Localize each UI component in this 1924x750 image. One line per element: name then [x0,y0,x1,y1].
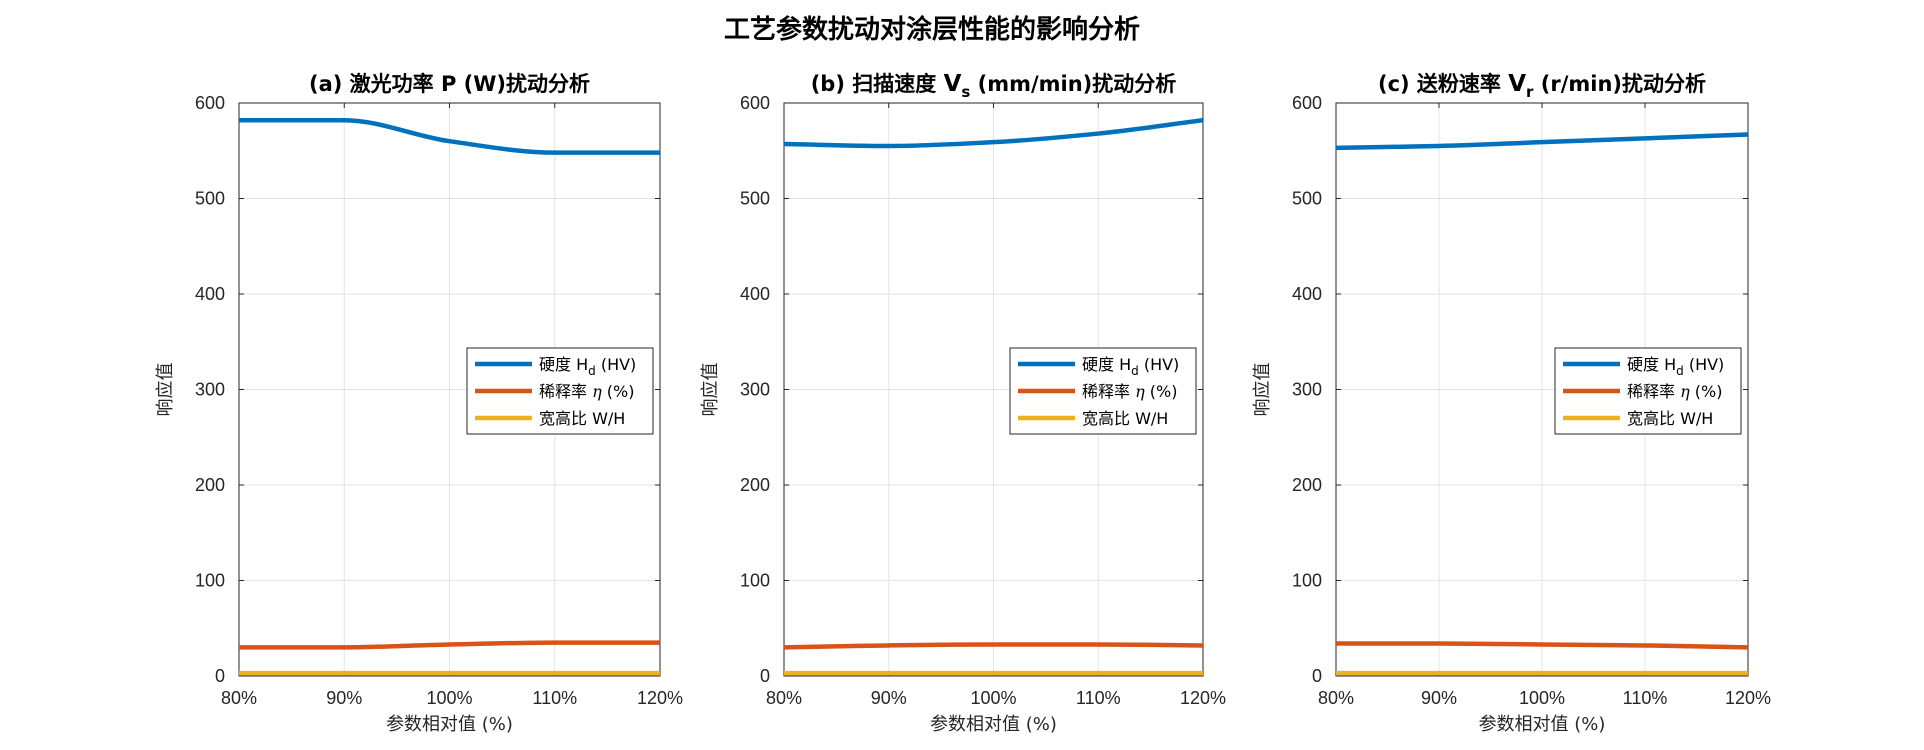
y-tick-label: 600 [195,93,225,113]
x-tick-label: 80% [1318,688,1354,708]
legend-label-dilution: 稀释率 η (%) [1082,382,1177,401]
figure-title: 工艺参数扰动对涂层性能的影响分析 [724,14,1140,45]
y-tick-label: 0 [1312,666,1322,686]
panel-title: (c) 送粉速率 Vr (r/min)扰动分析 [1378,71,1706,101]
legend-label-hardness: 硬度 Hd (HV) [1627,355,1724,378]
x-tick-label: 110% [1623,688,1668,708]
x-tick-label: 120% [1725,688,1771,708]
legend: 硬度 Hd (HV) 稀释率 η (%) 宽高比 W/H [1009,347,1197,435]
panel-a: 80% 90% 100% 110% 120% 0 100 200 300 400 500 600 参数相… [155,72,683,735]
y-tick-label: 300 [1292,380,1322,400]
legend-label-wh-ratio: 宽高比 W/H [539,409,625,428]
x-tick-label: 100% [1519,688,1565,708]
x-tick-label: 90% [326,688,362,708]
x-tick-label: 110% [1076,688,1121,708]
y-tick-label: 300 [195,380,225,400]
y-tick-label: 100 [1292,571,1322,591]
series-line-dilution [239,640,660,650]
panel-c: 80% 90% 100% 110% 120% 0 100 200 300 400 500 600 参数相… [1252,71,1771,735]
x-tick-label: 110% [532,688,577,708]
x-tick-label: 90% [871,688,907,708]
legend-label-hardness: 硬度 Hd (HV) [539,355,636,378]
x-axis-label: 参数相对值 (%) [930,714,1057,735]
y-tick-label: 600 [1292,93,1322,113]
legend: 硬度 Hd (HV) 稀释率 η (%) 宽高比 W/H [1554,347,1742,435]
y-tick-label: 400 [740,284,770,304]
y-tick-label: 0 [215,666,225,686]
x-tick-label: 80% [766,688,802,708]
series-line-hardness [783,117,1204,149]
legend-label-dilution: 稀释率 η (%) [539,382,634,401]
series-line-hardness [1335,132,1749,151]
y-tick-label: 100 [195,571,225,591]
y-tick-label: 400 [195,284,225,304]
y-axis-label: 响应值 [155,363,176,417]
y-tick-label: 200 [195,475,225,495]
y-tick-label: 500 [195,189,225,209]
x-axis-label: 参数相对值 (%) [386,714,513,735]
legend: 硬度 Hd (HV) 稀释率 η (%) 宽高比 W/H [466,347,654,435]
series-line-dilution [1336,641,1749,650]
x-tick-label: 120% [637,688,683,708]
panel-title: (a) 激光功率 P (W)扰动分析 [309,72,590,96]
series-line-hardness [238,117,660,155]
x-axis-label: 参数相对值 (%) [1479,714,1606,735]
y-tick-label: 100 [740,571,770,591]
legend-label-wh-ratio: 宽高比 W/H [1627,409,1713,428]
y-axis-label: 响应值 [700,363,721,417]
y-tick-label: 200 [740,475,770,495]
legend-label-dilution: 稀释率 η (%) [1627,382,1722,401]
x-tick-label: 90% [1421,688,1457,708]
y-tick-label: 500 [1292,189,1322,209]
x-tick-label: 100% [426,688,472,708]
y-tick-label: 400 [1292,284,1322,304]
panel-title: (b) 扫描速度 Vs (mm/min)扰动分析 [811,71,1177,101]
y-axis-label: 响应值 [1252,363,1273,417]
y-tick-label: 600 [740,93,770,113]
x-tick-label: 100% [970,688,1016,708]
y-tick-label: 200 [1292,475,1322,495]
x-tick-label: 80% [221,688,257,708]
series-line-dilution [783,642,1204,650]
y-tick-label: 0 [760,666,770,686]
y-tick-label: 500 [740,189,770,209]
legend-label-hardness: 硬度 Hd (HV) [1082,355,1179,378]
panel-b: 80% 90% 100% 110% 120% 0 100 200 300 400 500 600 参数相… [700,71,1226,735]
y-tick-label: 300 [740,380,770,400]
legend-label-wh-ratio: 宽高比 W/H [1082,409,1168,428]
x-tick-label: 120% [1180,688,1226,708]
